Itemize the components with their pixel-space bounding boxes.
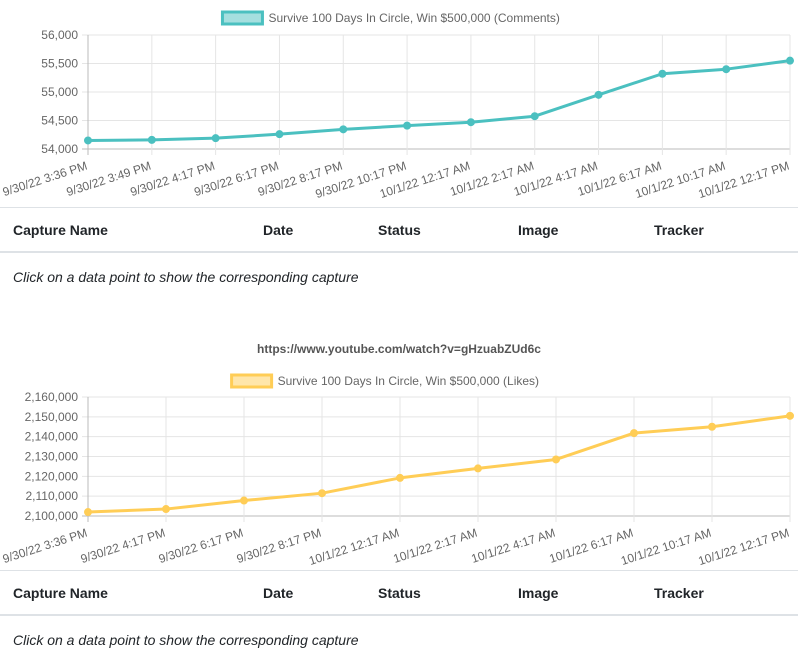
col-date: Date xyxy=(263,222,294,238)
legend-label: Survive 100 Days In Circle, Win $500,000… xyxy=(278,374,539,388)
data-point[interactable] xyxy=(658,69,667,78)
data-point[interactable] xyxy=(162,505,170,514)
data-point[interactable] xyxy=(722,65,731,74)
y-tick-label: 54,500 xyxy=(41,114,78,128)
col-tracker: Tracker xyxy=(654,222,704,238)
likes-chart[interactable]: Survive 100 Days In Circle, Win $500,000… xyxy=(0,365,802,570)
legend-swatch xyxy=(230,373,274,389)
x-tick-label: 9/30/22 3:36 PM xyxy=(1,526,89,567)
data-point[interactable] xyxy=(318,489,326,498)
y-tick-label: 54,000 xyxy=(41,142,78,156)
data-point[interactable] xyxy=(275,130,284,139)
series-line xyxy=(87,414,791,514)
series-line xyxy=(87,59,791,142)
col-tracker: Tracker xyxy=(654,585,704,601)
data-point[interactable] xyxy=(339,125,348,134)
data-point[interactable] xyxy=(552,455,560,464)
col-status: Status xyxy=(378,222,421,238)
y-tick-label: 55,000 xyxy=(41,85,78,99)
data-point[interactable] xyxy=(530,112,539,121)
data-point[interactable] xyxy=(396,473,404,482)
captures-table-header-2: Capture Name Date Status Image Tracker xyxy=(0,570,798,616)
comments-chart[interactable]: Survive 100 Days In Circle, Win $500,000… xyxy=(0,0,802,205)
col-capture-name: Capture Name xyxy=(13,585,108,601)
data-point[interactable] xyxy=(84,508,92,517)
y-tick-label: 56,000 xyxy=(41,28,78,42)
capture-hint-1: Click on a data point to show the corres… xyxy=(13,269,359,285)
y-tick-label: 2,160,000 xyxy=(25,390,79,404)
y-tick-label: 2,120,000 xyxy=(25,469,79,483)
data-point[interactable] xyxy=(211,134,220,143)
data-point[interactable] xyxy=(786,56,794,65)
capture-hint-2: Click on a data point to show the corres… xyxy=(13,632,359,648)
col-status: Status xyxy=(378,585,421,601)
data-point[interactable] xyxy=(240,496,248,505)
legend-label: Survive 100 Days In Circle, Win $500,000… xyxy=(268,11,559,25)
y-tick-label: 2,110,000 xyxy=(26,489,79,503)
y-tick-label: 2,150,000 xyxy=(25,410,79,424)
data-point[interactable] xyxy=(708,422,716,431)
data-point[interactable] xyxy=(84,136,92,145)
data-point[interactable] xyxy=(630,429,638,438)
data-point[interactable] xyxy=(474,464,482,473)
y-tick-label: 55,500 xyxy=(41,57,78,71)
data-point[interactable] xyxy=(403,121,412,130)
x-tick-label: 10/1/22 4:17 AM xyxy=(469,526,556,566)
comments-chart-svg[interactable]: Survive 100 Days In Circle, Win $500,000… xyxy=(0,0,802,205)
likes-chart-svg[interactable]: Survive 100 Days In Circle, Win $500,000… xyxy=(0,365,802,570)
data-point[interactable] xyxy=(466,118,475,127)
col-image: Image xyxy=(518,585,559,601)
legend-swatch xyxy=(220,10,264,26)
y-tick-label: 2,100,000 xyxy=(25,509,79,523)
x-tick-label: 10/1/22 12:17 AM xyxy=(307,526,401,568)
x-tick-label: 10/1/22 2:17 AM xyxy=(391,526,478,566)
x-tick-label: 9/30/22 6:17 PM xyxy=(157,526,245,567)
data-point[interactable] xyxy=(594,90,603,99)
col-date: Date xyxy=(263,585,294,601)
y-tick-label: 2,130,000 xyxy=(25,450,79,464)
x-tick-label: 9/30/22 4:17 PM xyxy=(79,526,167,567)
data-point[interactable] xyxy=(786,411,794,420)
data-point[interactable] xyxy=(147,135,156,144)
captures-table-header-1: Capture Name Date Status Image Tracker xyxy=(0,207,798,253)
col-capture-name: Capture Name xyxy=(13,222,108,238)
col-image: Image xyxy=(518,222,559,238)
video-url[interactable]: https://www.youtube.com/watch?v=gHzuabZU… xyxy=(257,342,541,356)
y-tick-label: 2,140,000 xyxy=(25,430,79,444)
